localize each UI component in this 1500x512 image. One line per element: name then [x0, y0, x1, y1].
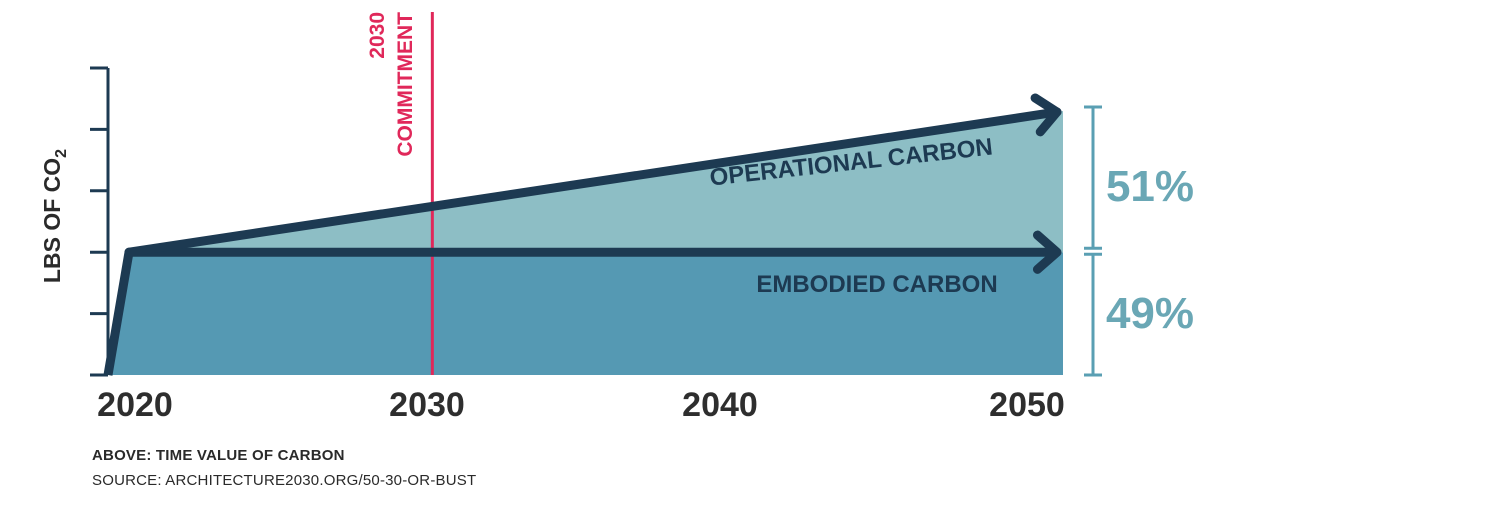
share-brackets	[1084, 105, 1102, 377]
y-axis	[90, 66, 110, 377]
x-tick-2030: 2030	[389, 386, 465, 424]
y-axis-label-subscript: 2	[53, 149, 70, 158]
y-axis-label: LBS OF CO2	[39, 149, 70, 283]
caption-title: ABOVE: TIME VALUE OF CARBON	[92, 447, 345, 464]
outline-layer	[103, 93, 1062, 376]
x-tick-2020: 2020	[97, 386, 173, 424]
share-label-operational: 51%	[1106, 162, 1194, 211]
commitment-label-line2: COMMITMENT	[394, 12, 417, 157]
operational-carbon-line	[124, 107, 1062, 257]
share-label-embodied: 49%	[1106, 289, 1194, 338]
operational-arrow-head	[1030, 93, 1062, 137]
caption-source: SOURCE: ARCHITECTURE2030.ORG/50-30-OR-BU…	[92, 472, 477, 489]
y-axis-label-text: LBS OF CO	[39, 158, 65, 283]
commitment-label-line1: 2030	[366, 12, 389, 59]
embodied-arrow-head	[1032, 230, 1062, 274]
x-tick-2040: 2040	[682, 386, 758, 424]
x-tick-2050: 2050	[989, 386, 1065, 424]
series-label-embodied: EMBODIED CARBON	[756, 271, 997, 298]
embodied-carbon-area	[108, 252, 1063, 375]
